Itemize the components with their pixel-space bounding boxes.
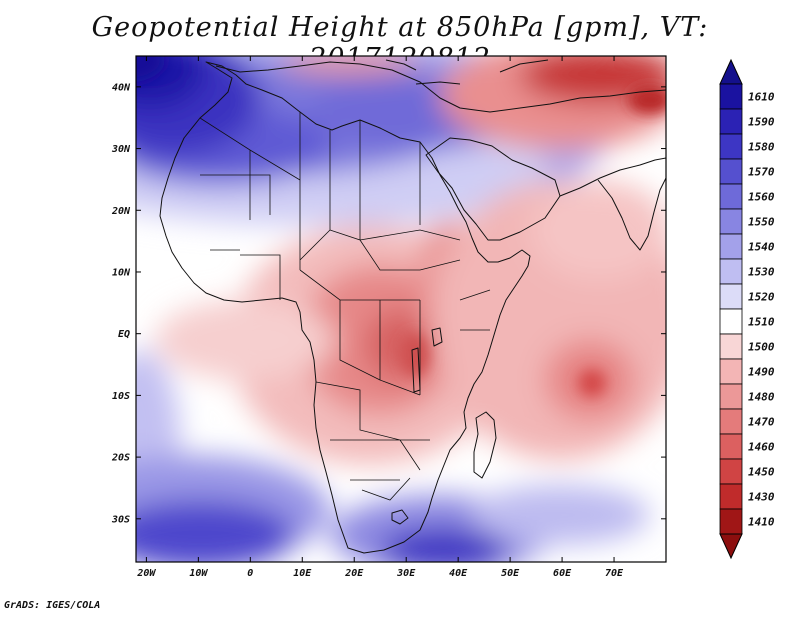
colorbar-swatch	[719, 108, 743, 135]
lat-tick-label: 40N	[112, 82, 131, 93]
colorbar-label: 1470	[748, 416, 775, 429]
plot-frame	[135, 55, 667, 563]
colorbar-swatch	[719, 483, 743, 510]
colorbar-swatch	[719, 408, 743, 435]
colorbar-swatch	[719, 433, 743, 460]
colorbar-label: 1450	[748, 466, 775, 479]
colorbar-swatch	[719, 508, 743, 535]
colorbar-label: 1560	[748, 191, 775, 204]
footer-credit: GrADS: IGES/COLA	[4, 600, 101, 611]
colorbar-swatch	[719, 358, 743, 385]
colorbar-label: 1430	[748, 491, 775, 504]
lon-tick-label: 30E	[396, 568, 416, 579]
colorbar-label: 1550	[748, 216, 775, 229]
colorbar-label: 1610	[748, 91, 775, 104]
colorbar-label: 1410	[748, 516, 775, 529]
colorbar-label: 1520	[748, 291, 775, 304]
lon-tick-label: 50E	[501, 568, 520, 579]
longitude-axis: 20W 10W 0 10E 20E 30E 40E 50E 60E 70E	[136, 56, 624, 579]
colorbar-swatch	[719, 83, 743, 110]
colorbar-label: 1480	[748, 391, 775, 404]
coastline	[159, 59, 666, 554]
colorbar-swatch	[719, 183, 743, 210]
lon-tick-label: 20E	[344, 568, 364, 579]
lat-tick-label: 10S	[112, 391, 130, 402]
lon-tick-label: 10E	[293, 568, 312, 579]
lat-tick-label: 30N	[111, 144, 131, 155]
lon-tick-label: 0	[247, 568, 253, 579]
colorbar-swatch	[719, 208, 743, 235]
lon-tick-label: 40E	[449, 568, 468, 579]
colorbar-swatch	[719, 308, 743, 335]
lon-tick-label: 10W	[189, 568, 208, 579]
colorbar-swatch	[719, 233, 743, 260]
colorbar-swatch	[719, 133, 743, 160]
colorbar-label: 1510	[748, 316, 775, 329]
colorbar-swatch	[719, 283, 743, 310]
height-field	[136, 56, 666, 562]
colorbar-swatch	[719, 258, 743, 285]
latitude-axis: 40N 30N 20N 10N EQ 10S 20S 30S	[111, 82, 666, 525]
colorbar-swatch	[719, 383, 743, 410]
colorbar-label: 1570	[748, 166, 775, 179]
country-borders	[199, 112, 491, 501]
colorbar-label: 1530	[748, 266, 775, 279]
colorbar-bottom-arrow	[719, 533, 743, 560]
colorbar-top-arrow	[719, 58, 743, 85]
lat-tick-label: 30S	[111, 514, 130, 525]
lon-tick-label: 70E	[605, 568, 624, 579]
colorbar-swatch	[719, 458, 743, 485]
lon-tick-label: 20W	[136, 568, 156, 579]
colorbar-label: 1460	[748, 441, 775, 454]
lon-tick-label: 60E	[553, 568, 572, 579]
lat-tick-label: EQ	[118, 329, 130, 340]
colorbar-label: 1500	[748, 341, 775, 354]
lat-tick-label: 20N	[111, 206, 131, 217]
colorbar: 1610 1590 1580 1570 1560 1550 1540 1530 1520 1510…	[719, 58, 775, 560]
lat-tick-label: 20S	[111, 453, 130, 464]
colorbar-label: 1580	[748, 141, 775, 154]
colorbar-swatch	[719, 158, 743, 185]
colorbar-swatch	[719, 333, 743, 360]
lat-tick-label: 10N	[112, 267, 131, 278]
colorbar-label: 1490	[748, 366, 775, 379]
colorbar-label: 1590	[748, 116, 775, 129]
colorbar-label: 1540	[748, 241, 775, 254]
